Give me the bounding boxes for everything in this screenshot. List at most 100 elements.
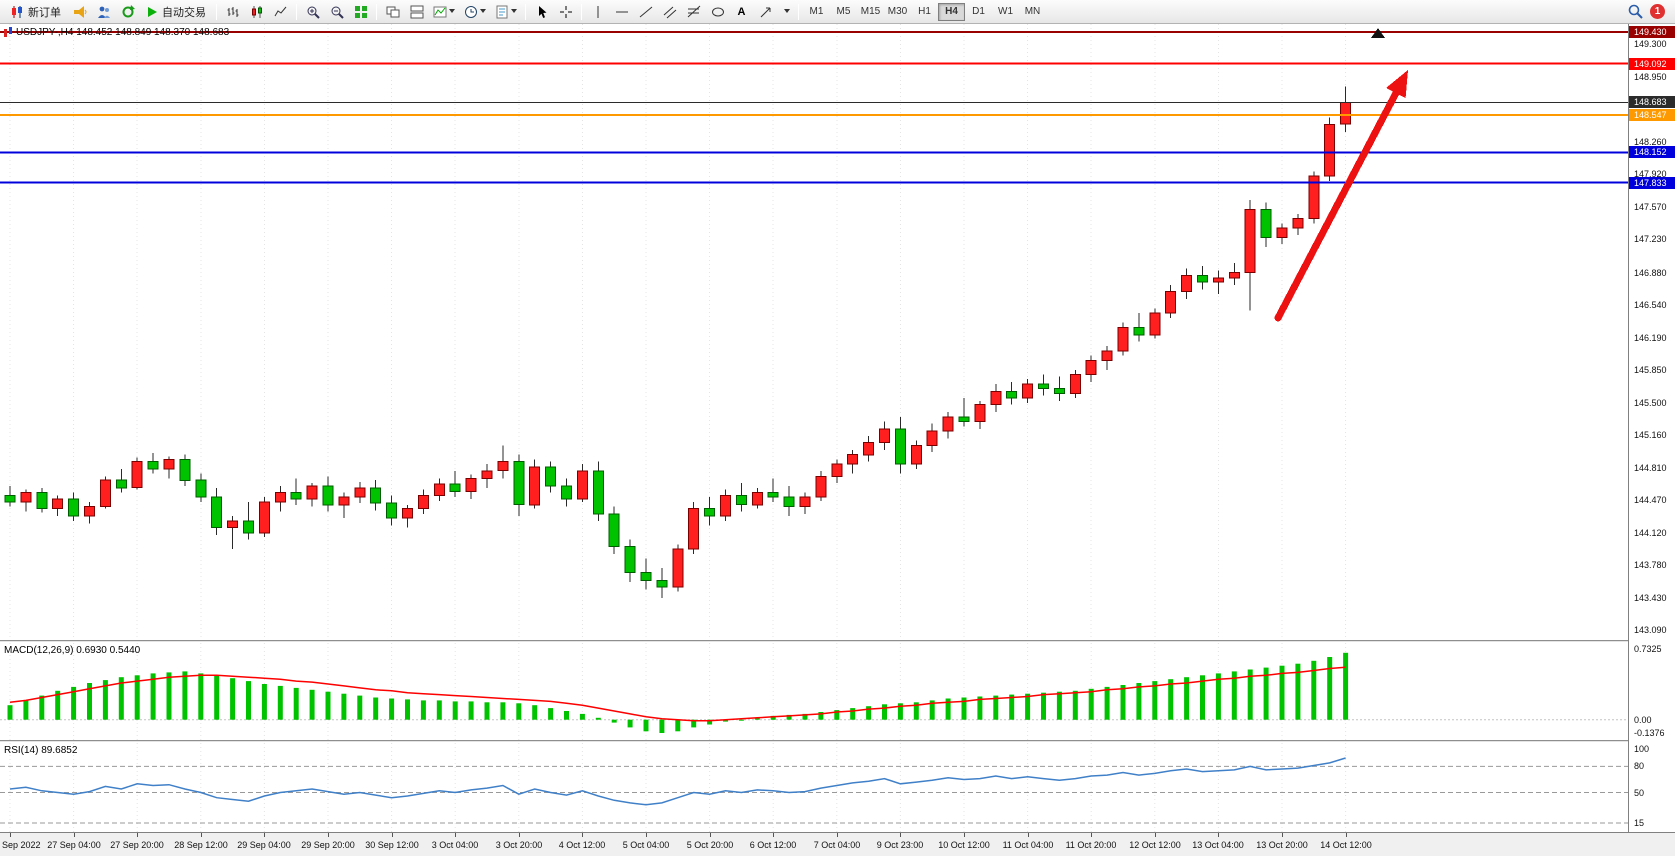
macd-histogram-bar [1311,660,1317,720]
time-tick [519,833,520,837]
macd-histogram-bar [39,695,45,720]
time-tick [1155,833,1156,837]
timeframe-H4[interactable]: H4 [938,2,965,21]
candle [227,520,239,528]
tile-windows-button[interactable] [349,2,372,22]
candle [290,492,302,500]
timeframe-D1[interactable]: D1 [965,3,992,21]
macd-histogram-bar [738,719,744,721]
rsi-scale-tick: 100 [1634,744,1650,754]
timeframe-H1[interactable]: H1 [911,3,938,21]
chart-title-bar: USDJPY-,H4 148.452 148.849 148.370 148.6… [4,27,229,38]
crosshair-icon [559,5,572,18]
zoom-out-button[interactable] [325,2,348,22]
price-axis[interactable]: 149.300 148.950 148.260 147.920 147.570 147.2… [1628,24,1675,832]
macd-panel[interactable] [0,643,1628,740]
vertical-line-tool-button[interactable] [586,2,609,22]
macd-histogram-bar [1168,679,1174,720]
time-tick [710,833,711,837]
panel-divider[interactable] [0,740,1675,743]
periods-button[interactable] [460,2,490,22]
macd-histogram-bar [1263,667,1269,720]
rsi-scale-tick: 50 [1634,788,1645,798]
time-axis[interactable]: Sep 2022 27 Sep 04:00 27 Sep 20:00 28 Sep 1… [0,832,1675,856]
shapes-tool-button[interactable] [706,2,729,22]
macd-histogram-bar [897,703,903,720]
candle [1197,274,1208,283]
trendline-tool-button[interactable] [634,2,657,22]
channel-tool-button[interactable] [658,2,681,22]
candle [831,463,843,478]
trend-arrow-head[interactable] [1386,70,1408,99]
time-label: 27 Sep 20:00 [110,840,164,850]
macd-histogram-bar [341,693,347,720]
time-tick [328,833,329,837]
price-tick: 144.470 [1634,495,1667,505]
templates-button[interactable] [491,2,521,22]
zoom-in-button[interactable] [301,2,324,22]
cursor-button[interactable] [530,2,553,22]
time-label: 29 Sep 04:00 [237,840,291,850]
price-tick: 145.850 [1634,365,1667,375]
timeframe-M1[interactable]: M1 [803,3,830,21]
macd-histogram-bar [230,678,236,720]
candle [115,479,127,489]
indicators-button[interactable] [429,2,459,22]
macd-histogram-bar [309,689,315,720]
fibonacci-tool-button[interactable] [682,2,705,22]
new-order-button[interactable]: 新订单 [4,2,67,22]
candlestick-button[interactable] [245,2,268,22]
autotrading-button[interactable]: 自动交易 [140,2,212,22]
macd-histogram-bar [1247,669,1253,720]
candle [799,496,811,508]
macd-histogram-bar [802,713,808,720]
candle [449,483,461,493]
candle [1038,383,1049,390]
macd-histogram-bar [7,705,13,720]
time-label: 6 Oct 12:00 [749,840,797,850]
macd-histogram-bar [87,683,92,720]
macd-scale-tick: -0.1376 [1634,728,1665,738]
toolbar-separator [376,3,377,20]
crosshair-button[interactable] [554,2,577,22]
time-label: 3 Oct 04:00 [431,840,479,850]
macd-histogram-bar [929,700,935,720]
accounts-button[interactable] [92,2,115,22]
timeframe-M15[interactable]: M15 [857,3,884,21]
candle [179,459,191,481]
candle [847,454,859,465]
line-chart-button[interactable] [269,2,292,22]
candle [1069,374,1081,394]
top-arrow-marker[interactable] [1371,28,1385,38]
candle [243,520,254,534]
trend-arrow-shaft[interactable] [1274,89,1400,322]
price-chart-panel[interactable] [0,24,1628,640]
notification-badge[interactable]: 1 [1650,4,1665,19]
horizontal-line-tool-button[interactable] [610,2,633,22]
macd-histogram-bar [405,699,410,720]
sound-button[interactable] [68,2,91,22]
text-tool-button[interactable]: A [730,2,753,22]
arrows-tool-button[interactable] [754,2,777,22]
more-tools-button[interactable] [778,2,794,22]
timeframe-M30[interactable]: M30 [884,3,911,21]
bar-chart-button[interactable] [221,2,244,22]
time-tick [1091,833,1092,837]
time-tick [10,833,11,837]
refresh-button[interactable] [116,2,139,22]
zoom-in-icon [307,6,320,19]
time-tick [392,833,393,837]
time-label: 11 Oct 04:00 [1002,840,1054,850]
macd-histogram-bar [182,671,188,720]
macd-histogram-bar [1295,663,1301,720]
cascade-windows-button[interactable] [381,2,404,22]
macd-histogram-bar [23,700,29,720]
timeframe-W1[interactable]: W1 [992,3,1019,21]
panel-divider[interactable] [0,640,1675,643]
arrange-windows-button[interactable] [405,2,428,22]
search-button[interactable] [1624,2,1647,22]
timeframe-MN[interactable]: MN [1019,3,1046,21]
rsi-panel[interactable] [0,743,1628,832]
timeframe-M5[interactable]: M5 [830,3,857,21]
candle [1212,277,1224,283]
